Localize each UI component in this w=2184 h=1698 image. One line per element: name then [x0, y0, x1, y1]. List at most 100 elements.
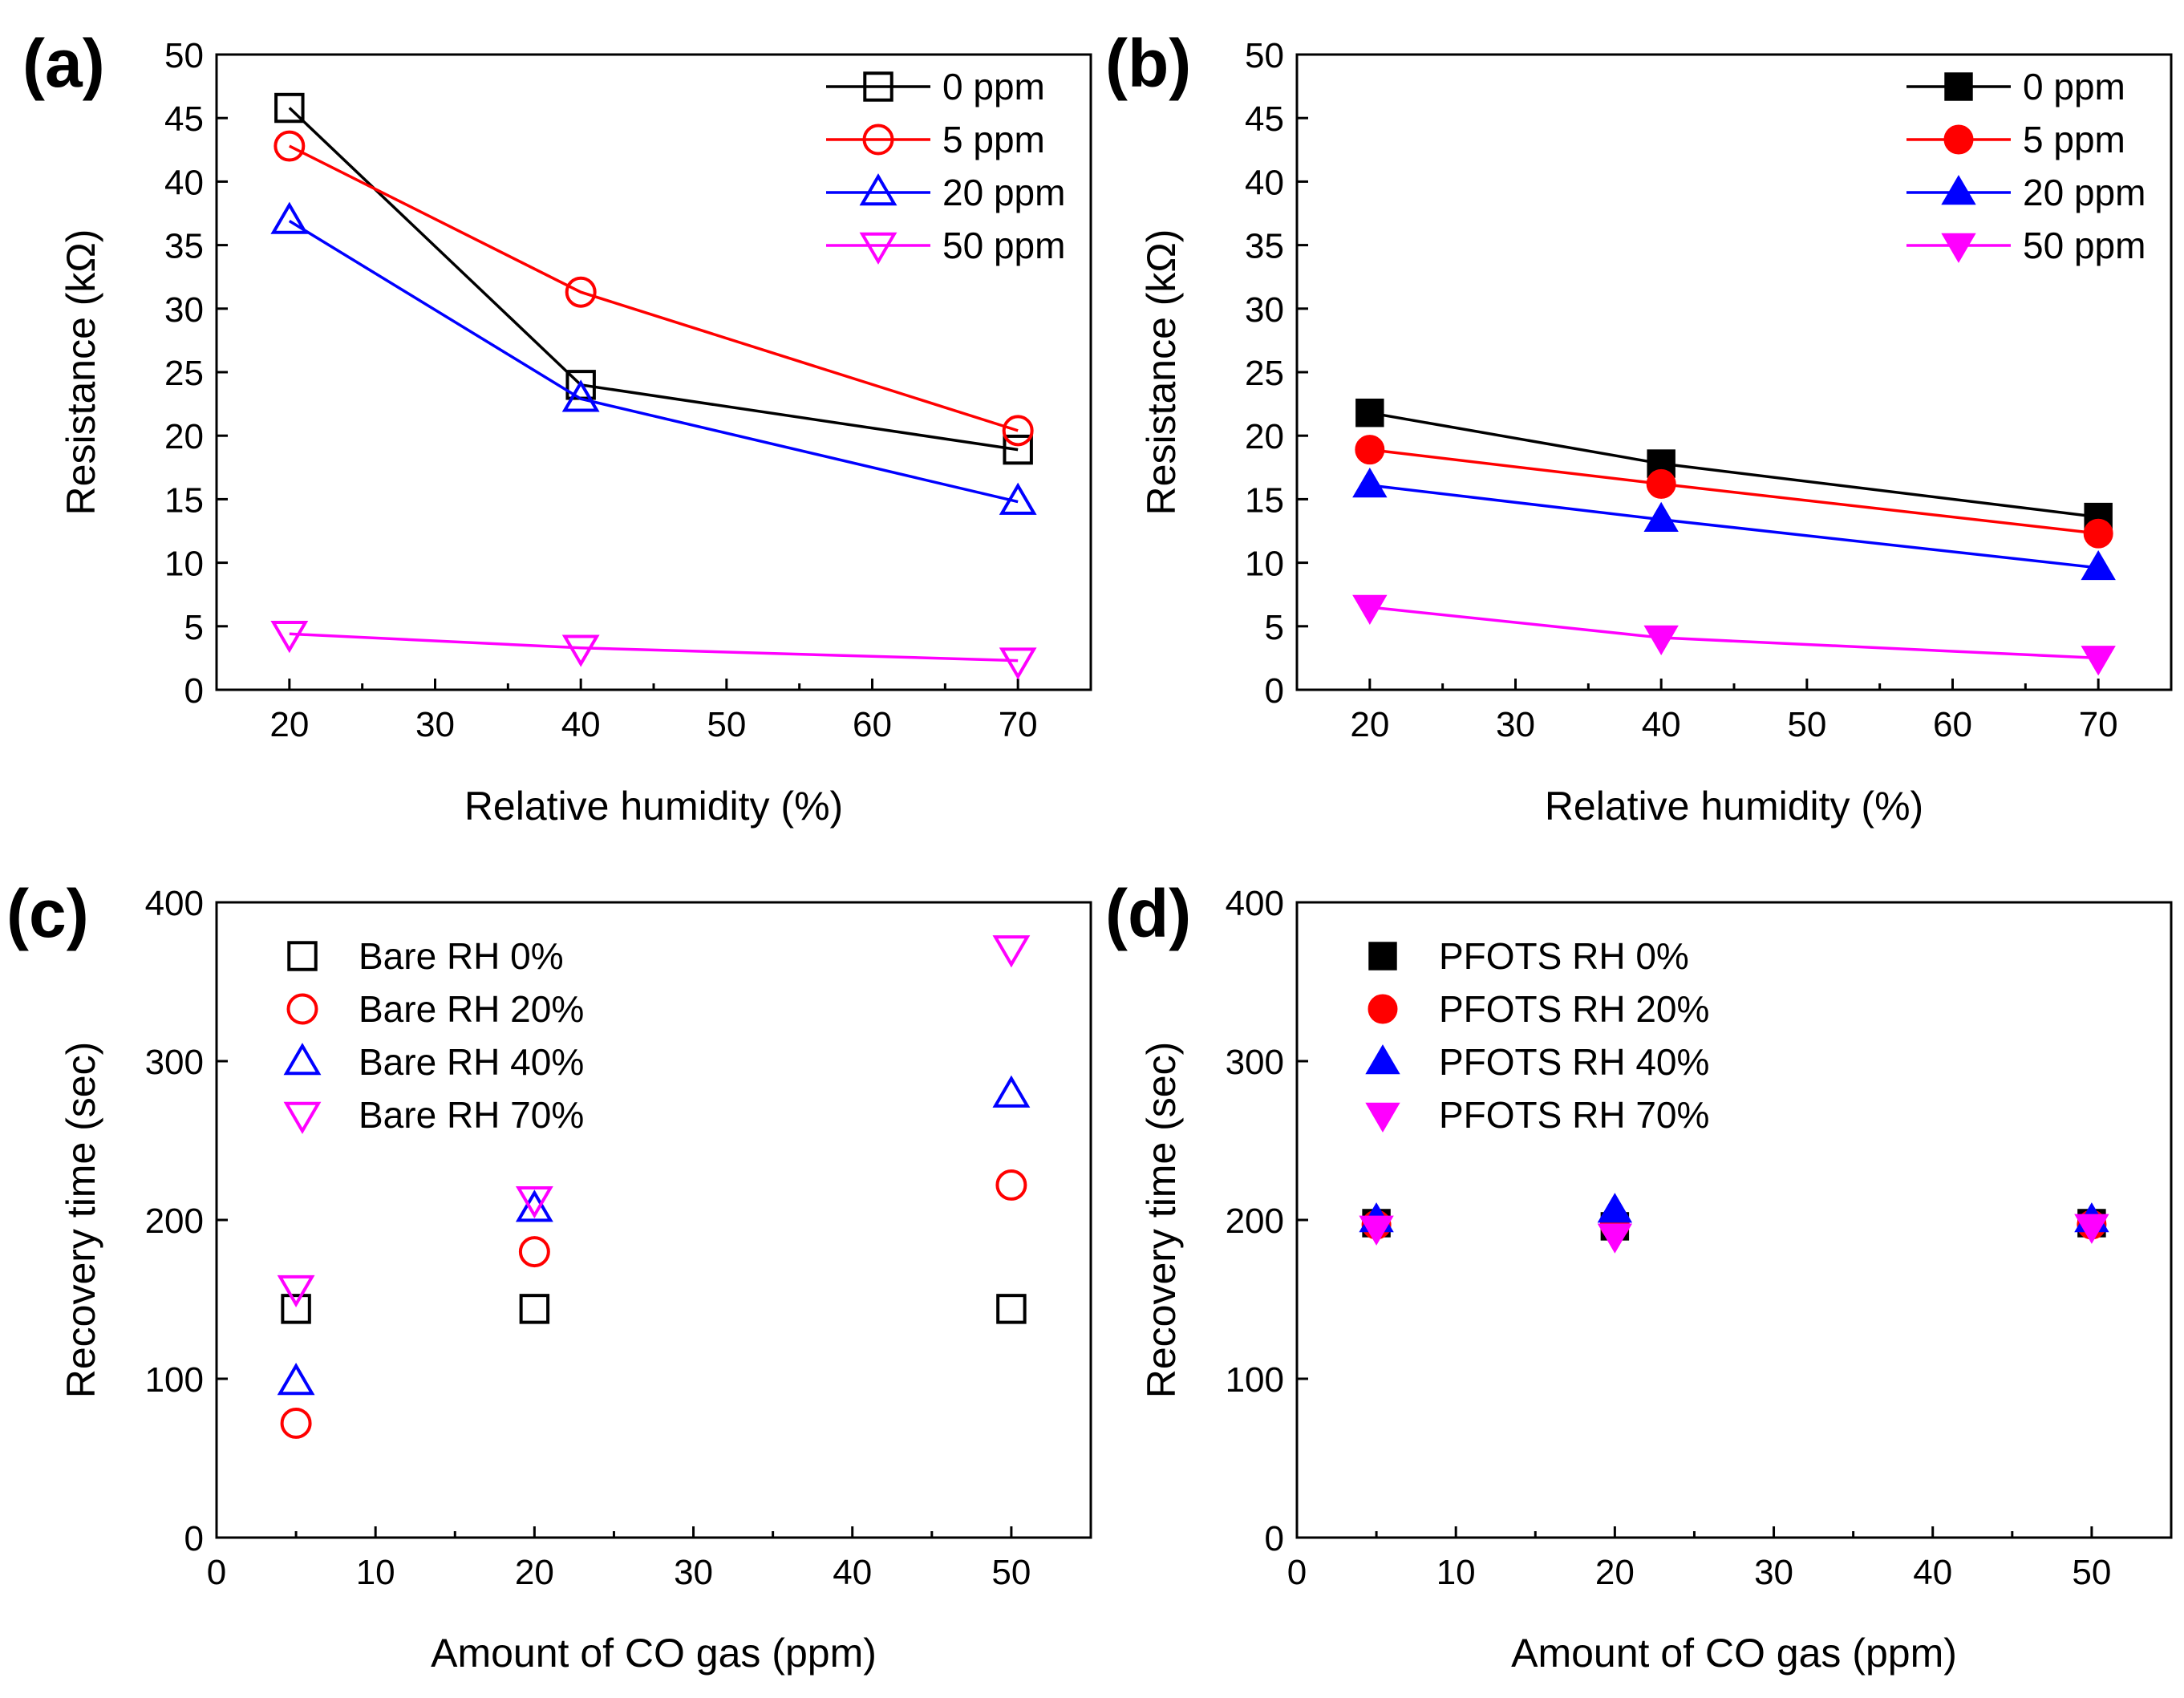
legend-entry: PFOTS RH 40%: [1365, 1041, 1709, 1083]
panel-label: (a): [22, 26, 105, 101]
x-ticks: 0 10 20 30 40 50: [1287, 1526, 2111, 1592]
x-axis-title: Relative humidity (%): [464, 784, 843, 829]
y-tick-label: 400: [1226, 884, 1284, 923]
legend-entry: Bare RH 40%: [283, 1041, 584, 1083]
y-tick-label: 0: [184, 1519, 204, 1558]
y-tick-label: 0: [184, 671, 204, 711]
data-point: [270, 201, 309, 234]
legend-entry: PFOTS RH 20%: [1368, 988, 1709, 1030]
legend-label: 20 ppm: [942, 172, 1065, 213]
data-point: [2083, 518, 2113, 549]
data-point: [1355, 398, 1384, 428]
series-layer: [277, 935, 1031, 1439]
series-line: [288, 107, 1019, 452]
x-axis-title: Amount of CO gas (ppm): [1511, 1631, 1957, 1676]
data-point: [561, 634, 600, 667]
panel-label: (d): [1105, 876, 1191, 951]
y-tick-label: 100: [1226, 1360, 1284, 1400]
chart-panel-c: (c) 0 10 20 30 40 50 0 100 200 300 400 Amount of …: [6, 876, 1092, 1676]
y-tick-label: 40: [1245, 163, 1284, 202]
legend: 0 ppm 5 ppm 20 ppm 50 ppm: [1906, 66, 2146, 266]
data-point: [274, 92, 305, 124]
legend-marker: [287, 941, 318, 971]
data-point: [992, 935, 1031, 968]
y-tick-label: 40: [164, 163, 204, 202]
legend-marker: [1365, 1044, 1400, 1075]
data-point: [565, 276, 597, 308]
legend-entry: Bare RH 20%: [286, 988, 584, 1030]
y-axis-title: Recovery time (sec): [59, 1042, 103, 1399]
chart-panel-b: (b) 20 30 40 50 60 70 0 5 10 15 20 25 30 35 40 45 50 Re…: [1105, 26, 2173, 829]
y-tick-label: 30: [1245, 290, 1284, 330]
x-ticks: 20 30 40 50 60 70: [1350, 679, 2118, 744]
y-tick-label: 30: [164, 290, 204, 330]
series-pfots-rh-0-: [1362, 1209, 2106, 1241]
y-tick-label: 5: [1265, 608, 1284, 647]
x-ticks: 0 10 20 30 40 50: [207, 1526, 1031, 1592]
x-tick-label: 10: [356, 1553, 395, 1592]
series-line: [288, 220, 1019, 504]
legend-marker: [859, 173, 898, 206]
x-tick-label: 60: [853, 705, 892, 744]
series-bare-rh-70-: [277, 935, 1031, 1308]
series-0-ppm: [1355, 398, 2113, 532]
data-point: [2081, 646, 2116, 676]
series-line: [1369, 484, 2099, 569]
legend-label: 0 ppm: [2023, 66, 2125, 107]
y-tick-label: 15: [164, 480, 204, 520]
series-line: [1369, 448, 2099, 535]
legend-marker: [1941, 175, 1976, 205]
legend-marker: [1943, 124, 1974, 155]
data-point: [515, 1186, 553, 1219]
data-point: [1352, 468, 1388, 498]
legend-marker: [862, 124, 894, 156]
panel-label: (b): [1105, 26, 1191, 101]
legend-marker: [283, 1043, 322, 1076]
legend-marker: [1368, 942, 1397, 971]
legend-label: PFOTS RH 70%: [1439, 1094, 1709, 1136]
data-point: [518, 1236, 550, 1268]
series-bare-rh-0-: [281, 1294, 1027, 1324]
x-tick-label: 50: [1787, 705, 1826, 744]
legend-entry: 20 ppm: [826, 172, 1065, 213]
x-tick-label: 20: [1595, 1553, 1635, 1592]
y-axis-title: Recovery time (sec): [1139, 1042, 1184, 1399]
legend: Bare RH 0% Bare RH 20% Bare RH 40% Bare RH …: [283, 935, 584, 1136]
series-line: [1369, 411, 2099, 519]
y-tick-label: 35: [164, 227, 204, 266]
legend-entry: PFOTS RH 0%: [1368, 935, 1689, 977]
legend-entry: 20 ppm: [1906, 172, 2146, 213]
data-point: [2074, 1214, 2109, 1244]
x-tick-label: 40: [1642, 705, 1681, 744]
data-point: [1643, 625, 1679, 655]
x-tick-label: 30: [1754, 1553, 1793, 1592]
x-axis-title: Relative humidity (%): [1545, 784, 1923, 829]
data-point: [1597, 1193, 1633, 1223]
y-ticks: 0 5 10 15 20 25 30 35 40 45 50: [164, 36, 228, 711]
y-tick-label: 10: [164, 545, 204, 584]
data-point: [1646, 468, 1676, 499]
series-line: [289, 144, 1019, 432]
y-tick-label: 300: [145, 1043, 204, 1082]
y-tick-label: 35: [1245, 227, 1284, 266]
legend-entry: 50 ppm: [1906, 225, 2146, 266]
y-tick-label: 400: [145, 884, 204, 923]
y-tick-label: 20: [1245, 417, 1284, 456]
chart-panel-a: (a) 20 30 40 50 60 70 0 5 10 15 20 25 30 35 40 45 50 Re…: [22, 26, 1092, 829]
x-tick-label: 20: [515, 1553, 554, 1592]
legend-label: PFOTS RH 20%: [1439, 988, 1709, 1030]
y-tick-label: 20: [164, 417, 204, 456]
series-bare-rh-20-: [280, 1169, 1027, 1439]
y-tick-label: 45: [164, 99, 204, 139]
y-tick-label: 25: [1245, 354, 1284, 393]
data-point: [281, 1294, 311, 1324]
data-point: [1003, 434, 1033, 465]
legend-marker: [1941, 233, 1976, 263]
y-axis-title: Resistance (kΩ): [1139, 229, 1184, 516]
legend-entry: 5 ppm: [826, 119, 1045, 160]
series-pfots-rh-40-: [1359, 1193, 2109, 1233]
y-axis-title: Resistance (kΩ): [59, 229, 103, 516]
y-tick-label: 5: [184, 608, 204, 647]
x-tick-label: 40: [1913, 1553, 1952, 1592]
y-tick-label: 200: [145, 1202, 204, 1241]
